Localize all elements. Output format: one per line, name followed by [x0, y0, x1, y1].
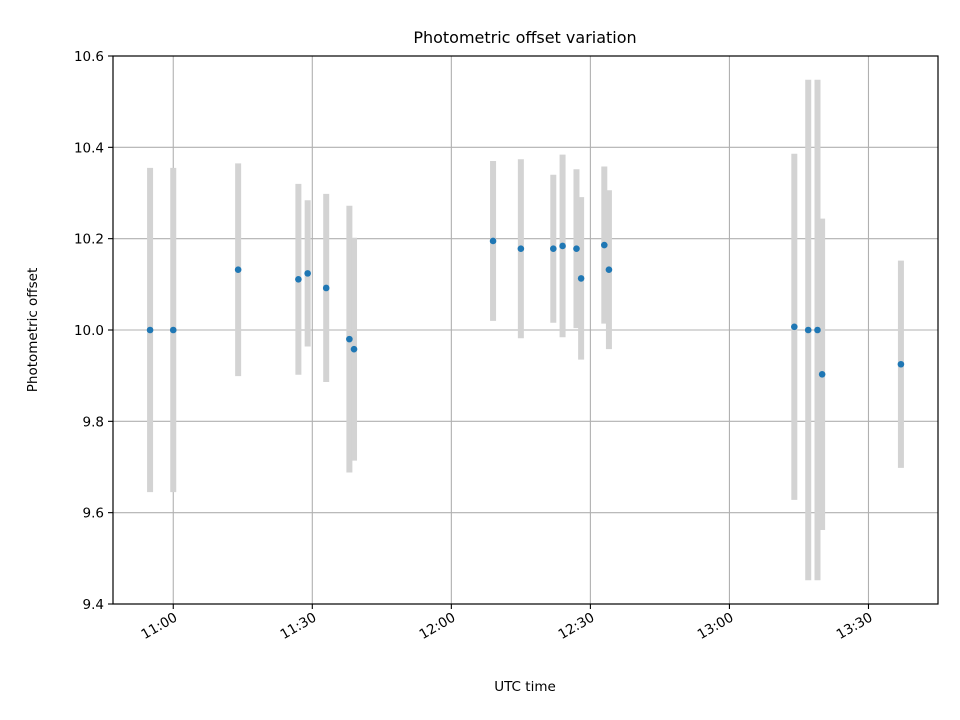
y-tick-label: 10.0	[74, 323, 104, 339]
data-point	[550, 245, 557, 253]
y-tick-label: 10.2	[74, 232, 104, 248]
data-point	[605, 266, 613, 274]
data-point	[600, 241, 608, 249]
y-tick-label: 9.4	[83, 597, 104, 613]
marker-layer	[146, 237, 905, 378]
data-point	[577, 275, 585, 282]
data-point	[818, 370, 826, 378]
data-point	[897, 360, 905, 368]
data-point	[559, 242, 566, 250]
chart-title: Photometric offset variation	[413, 28, 636, 47]
data-point	[169, 326, 177, 334]
data-point	[350, 345, 358, 353]
data-point	[295, 276, 302, 283]
data-point	[322, 284, 330, 292]
data-point	[304, 270, 311, 277]
data-point	[234, 266, 242, 274]
data-point	[146, 326, 154, 334]
data-point	[814, 326, 821, 334]
y-tick-label: 10.6	[74, 49, 104, 65]
y-tick-label: 9.8	[83, 414, 104, 430]
data-point	[346, 335, 353, 343]
data-point	[517, 245, 525, 253]
data-point	[489, 237, 497, 245]
data-point	[804, 326, 812, 334]
y-tick-label: 9.6	[83, 506, 104, 522]
y-axis-label: Photometric offset	[25, 268, 41, 392]
y-tick-label: 10.4	[74, 140, 104, 156]
x-axis-label: UTC time	[494, 679, 556, 695]
data-point	[573, 245, 580, 253]
data-point	[791, 323, 798, 331]
